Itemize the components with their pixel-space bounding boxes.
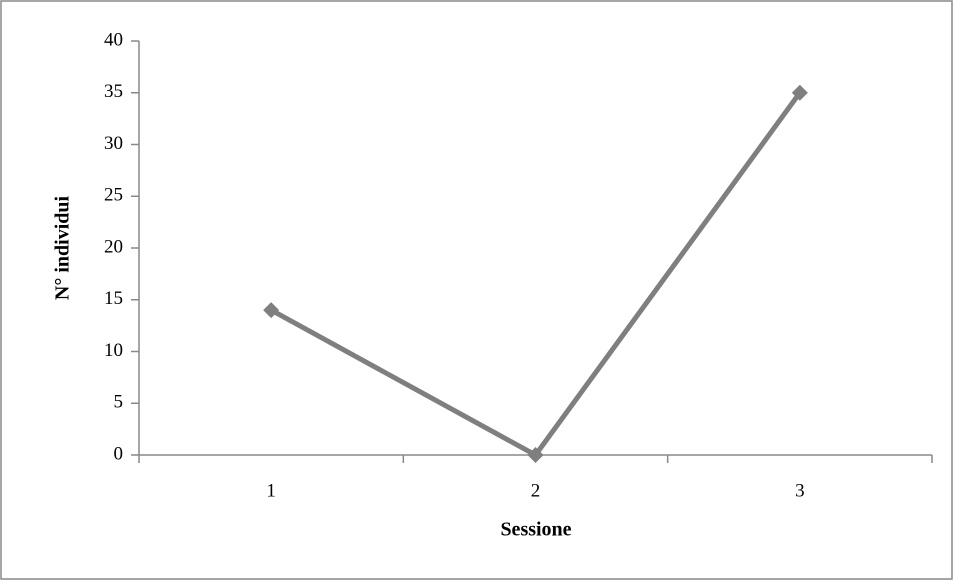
x-tick-label: 3 (795, 480, 805, 501)
y-tick-label: 10 (104, 340, 123, 361)
y-tick-label: 35 (104, 81, 123, 102)
y-tick-label: 25 (104, 185, 123, 206)
y-tick-label: 0 (114, 443, 124, 464)
y-tick-label: 40 (104, 29, 123, 50)
data-point (791, 84, 808, 101)
y-axis-title: N° individui (52, 195, 74, 300)
y-tick-label: 5 (114, 392, 124, 413)
data-point (263, 302, 280, 319)
x-axis-title: Sessione (500, 519, 571, 541)
y-tick-label: 15 (104, 288, 123, 309)
x-tick-label: 1 (266, 480, 276, 501)
y-tick-label: 20 (104, 236, 123, 257)
x-tick-label: 2 (531, 480, 541, 501)
y-tick-label: 30 (104, 133, 123, 154)
data-point (527, 447, 544, 463)
